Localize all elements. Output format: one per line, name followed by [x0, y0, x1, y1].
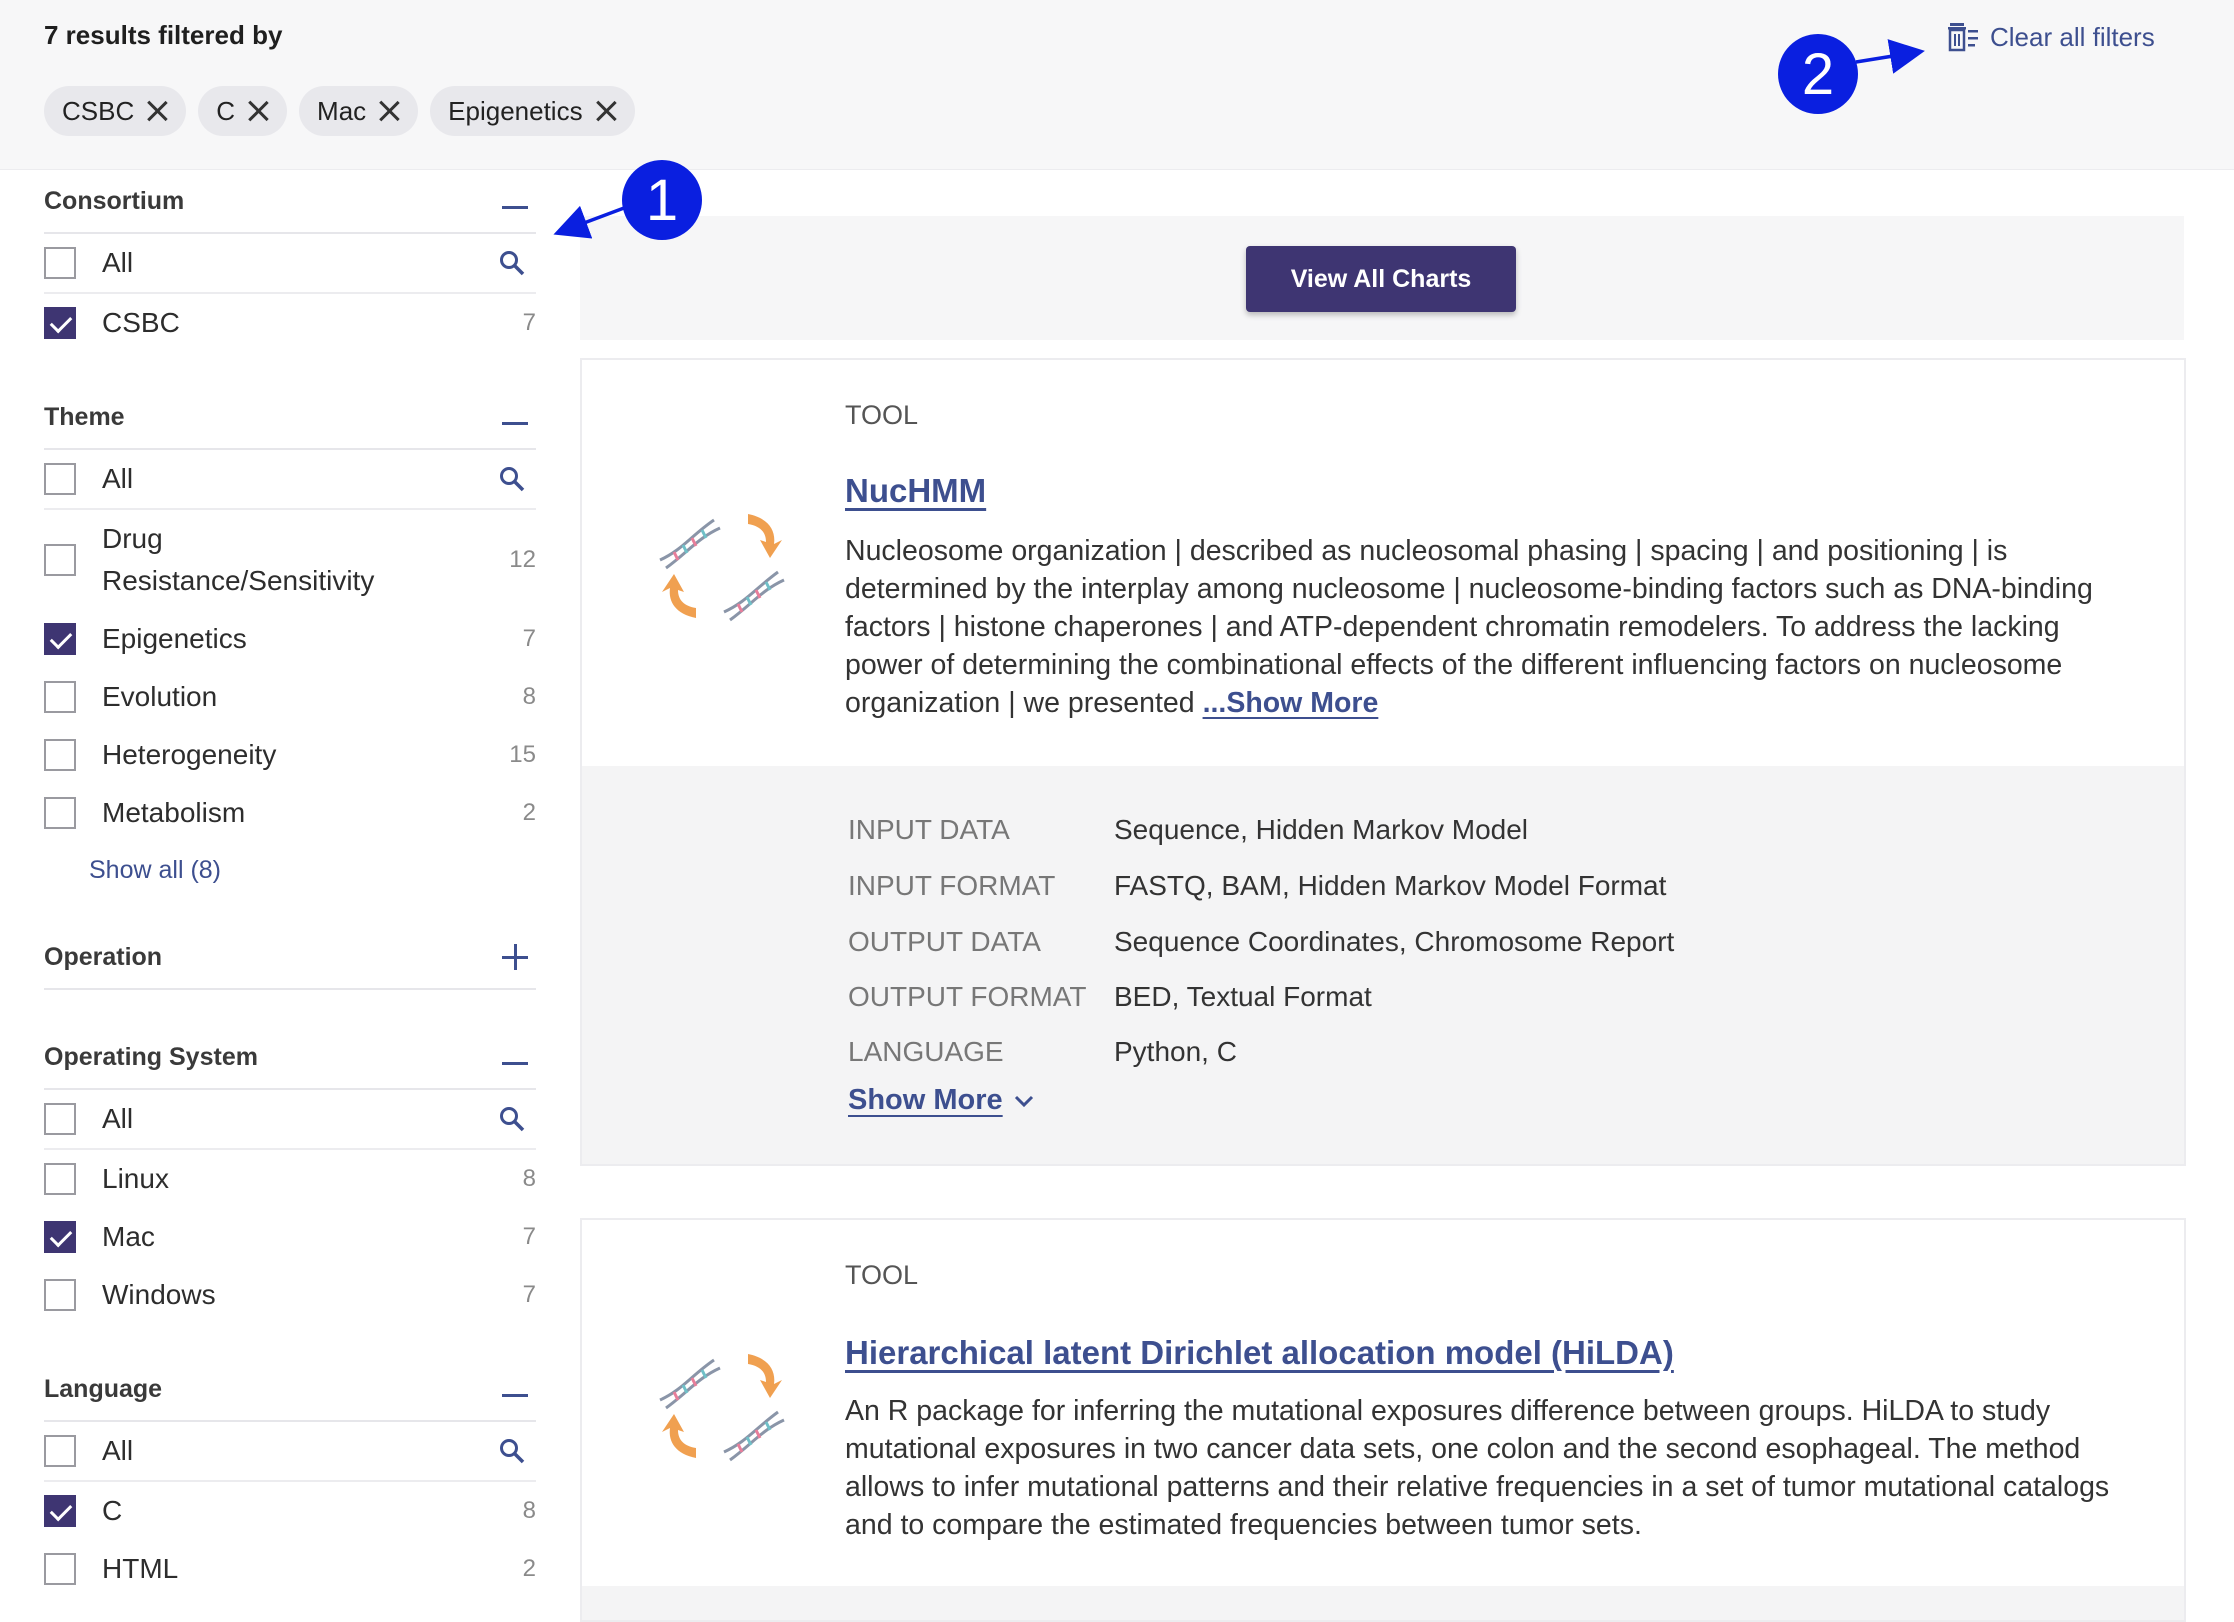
- theme-option-all[interactable]: All: [44, 450, 536, 510]
- language-option-all[interactable]: All: [44, 1422, 536, 1482]
- active-filter-chips: CSBC C Mac Epigenetics: [44, 86, 635, 136]
- card-type-label: TOOL: [845, 1260, 919, 1290]
- checkbox[interactable]: [44, 1279, 76, 1311]
- theme-option-drug-resistance[interactable]: Drug Resistance/Sensitivity 12: [44, 510, 536, 610]
- checkbox[interactable]: [44, 739, 76, 771]
- theme-option-metabolism[interactable]: Metabolism 2: [44, 784, 536, 842]
- show-more-metadata-button[interactable]: Show More: [848, 1084, 1035, 1117]
- language-section-header[interactable]: Language: [44, 1358, 536, 1422]
- operation-section-header[interactable]: Operation: [44, 926, 536, 990]
- os-option-linux[interactable]: Linux 8: [44, 1150, 536, 1208]
- results-count: 7 results filtered by: [44, 20, 283, 50]
- charts-bar: View All Charts: [580, 216, 2184, 340]
- clear-all-filters-button[interactable]: Clear all filters: [1946, 20, 2155, 54]
- meta-row-output-format: OUTPUT FORMAT BED, Textual Format: [848, 981, 1372, 1012]
- meta-row-output-data: OUTPUT DATA Sequence Coordinates, Chromos…: [848, 926, 1675, 957]
- checkbox-checked[interactable]: [44, 307, 76, 339]
- tool-metadata-panel: INPUT DATA Sequence, Hidden Markov Model …: [582, 766, 2184, 1164]
- search-icon[interactable]: [498, 1105, 526, 1133]
- checkbox-checked[interactable]: [44, 1495, 76, 1527]
- close-icon[interactable]: [144, 98, 170, 124]
- tool-description: An R package for inferring the mutationa…: [845, 1395, 2110, 1541]
- filter-summary-bar: 7 results filtered by CSBC C Mac Epigene…: [0, 0, 2234, 170]
- collapse-minus-icon[interactable]: [502, 404, 528, 430]
- consortium-option-csbc[interactable]: CSBC 7: [44, 294, 536, 352]
- meta-row-input-data: INPUT DATA Sequence, Hidden Markov Model: [848, 814, 1529, 845]
- checkbox[interactable]: [44, 544, 76, 576]
- collapse-minus-icon[interactable]: [502, 1376, 528, 1402]
- consortium-section-header[interactable]: Consortium: [44, 170, 536, 234]
- filter-chip-c[interactable]: C: [198, 86, 288, 136]
- close-icon[interactable]: [245, 98, 271, 124]
- tool-title-link[interactable]: Hierarchical latent Dirichlet allocation…: [845, 1334, 1674, 1371]
- checkbox[interactable]: [44, 681, 76, 713]
- checkbox[interactable]: [44, 1103, 76, 1135]
- theme-show-all-link[interactable]: Show all (8): [89, 856, 221, 884]
- checkbox[interactable]: [44, 247, 76, 279]
- view-all-charts-button[interactable]: View All Charts: [1246, 246, 1516, 312]
- meta-row-input-format: INPUT FORMAT FASTQ, BAM, Hidden Markov Mo…: [848, 870, 1667, 901]
- theme-option-heterogeneity[interactable]: Heterogeneity 15: [44, 726, 536, 784]
- filter-chip-mac[interactable]: Mac: [299, 86, 419, 136]
- tool-metadata-panel: [582, 1586, 2184, 1620]
- operating-system-section-header[interactable]: Operating System: [44, 1026, 536, 1090]
- chevron-down-icon: [1014, 1095, 1033, 1107]
- filter-sidebar: Consortium All CSBC 7 Theme All Drug Res…: [44, 170, 536, 1598]
- tool-title-link[interactable]: NucHMM: [845, 472, 987, 509]
- checkbox[interactable]: [44, 797, 76, 829]
- filter-chip-csbc[interactable]: CSBC: [44, 86, 187, 136]
- checkbox[interactable]: [44, 1163, 76, 1195]
- language-option-c[interactable]: C 8: [44, 1482, 536, 1540]
- tool-description: Nucleosome organization | described as n…: [845, 535, 2093, 719]
- checkbox[interactable]: [44, 1435, 76, 1467]
- filter-chip-epigenetics[interactable]: Epigenetics: [430, 86, 635, 136]
- show-more-description-link[interactable]: ...Show More: [1202, 687, 1379, 719]
- trash-icon: [1948, 23, 1978, 52]
- os-option-all[interactable]: All: [44, 1090, 536, 1150]
- consortium-option-all[interactable]: All: [44, 234, 536, 294]
- meta-row-language: LANGUAGE Python, C: [848, 1036, 1237, 1067]
- search-icon[interactable]: [498, 249, 526, 277]
- collapse-minus-icon[interactable]: [502, 188, 528, 214]
- dna-cycle-icon: [659, 514, 785, 622]
- theme-option-epigenetics[interactable]: Epigenetics 7: [44, 610, 536, 668]
- os-option-windows[interactable]: Windows 7: [44, 1266, 536, 1324]
- checkbox[interactable]: [44, 463, 76, 495]
- tool-card-nuchmm: TOOL NucHMM Nucleosome organization | de…: [580, 358, 2186, 1166]
- tool-card-hilda: TOOL Hierarchical latent Dirichlet alloc…: [580, 1218, 2186, 1622]
- language-option-html[interactable]: HTML 2: [44, 1540, 536, 1598]
- theme-section-header[interactable]: Theme: [44, 386, 536, 450]
- os-option-mac[interactable]: Mac 7: [44, 1208, 536, 1266]
- checkbox-checked[interactable]: [44, 623, 76, 655]
- collapse-minus-icon[interactable]: [502, 1044, 528, 1070]
- close-icon[interactable]: [376, 98, 402, 124]
- search-icon[interactable]: [498, 1437, 526, 1465]
- expand-plus-icon[interactable]: [502, 944, 528, 970]
- checkbox[interactable]: [44, 1553, 76, 1585]
- annotation-badge-1: 1: [622, 160, 702, 240]
- checkbox-checked[interactable]: [44, 1221, 76, 1253]
- theme-option-evolution[interactable]: Evolution 8: [44, 668, 536, 726]
- card-type-label: TOOL: [845, 400, 919, 430]
- close-icon[interactable]: [593, 98, 619, 124]
- annotation-badge-2: 2: [1778, 34, 1858, 114]
- dna-cycle-icon: [659, 1354, 785, 1462]
- search-icon[interactable]: [498, 465, 526, 493]
